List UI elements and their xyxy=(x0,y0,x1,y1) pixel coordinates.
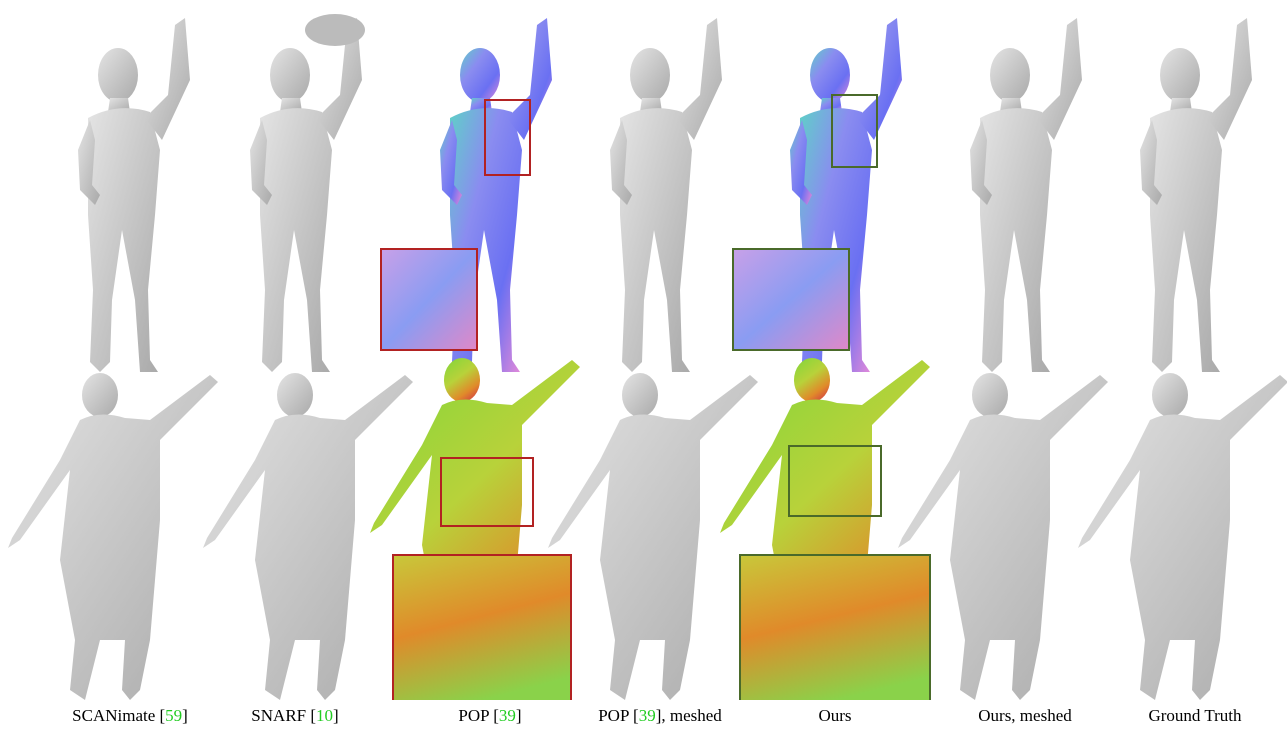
caption-before: POP [ xyxy=(598,706,639,725)
top-row xyxy=(78,14,1252,372)
zoom-insets xyxy=(380,94,931,700)
caption: SNARF [10] xyxy=(251,706,338,726)
caption-after: ] xyxy=(182,706,188,725)
caption: POP [39] xyxy=(458,706,521,726)
caption-cite: 39 xyxy=(638,706,656,725)
caption: POP [39], meshed xyxy=(598,706,722,726)
caption-cite: 10 xyxy=(316,706,334,725)
caption-before: Ours, meshed xyxy=(978,706,1072,725)
renders xyxy=(8,14,1287,700)
caption-cite: 59 xyxy=(165,706,183,725)
caption: Ours, meshed xyxy=(978,706,1071,726)
caption: SCANimate [59] xyxy=(72,706,188,726)
caption-before: POP [ xyxy=(458,706,499,725)
bottom-row xyxy=(8,358,1287,700)
caption-before: Ground Truth xyxy=(1148,706,1242,725)
caption-before: SNARF [ xyxy=(251,706,317,725)
caption-after: ] xyxy=(333,706,339,725)
caption-after: ], meshed xyxy=(655,706,722,725)
caption: Ours xyxy=(818,706,851,726)
caption-cite: 39 xyxy=(498,706,516,725)
caption-after: ] xyxy=(515,706,522,725)
caption-before: Ours xyxy=(818,706,852,725)
caption: Ground Truth xyxy=(1148,706,1241,726)
caption-before: SCANimate [ xyxy=(72,706,166,725)
